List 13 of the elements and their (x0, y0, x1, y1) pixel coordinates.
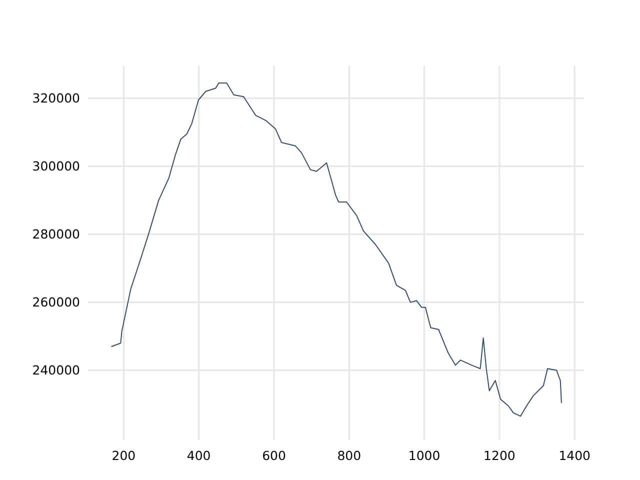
y-tick-label: 300000 (32, 158, 80, 174)
y-tick-label: 240000 (32, 362, 80, 378)
x-tick-label: 1200 (484, 448, 516, 463)
y-tick-label: 260000 (32, 294, 80, 310)
y-tick-label: 320000 (32, 90, 80, 106)
x-tick-label: 1400 (558, 448, 591, 463)
x-tick-label: 400 (186, 448, 211, 463)
x-tick-label: 600 (262, 448, 286, 463)
x-tick-label: 1000 (408, 448, 440, 463)
x-tick-label: 800 (337, 448, 362, 463)
x-tick-label: 200 (112, 448, 136, 463)
y-tick-label: 280000 (32, 226, 80, 242)
line-series (111, 82, 562, 417)
